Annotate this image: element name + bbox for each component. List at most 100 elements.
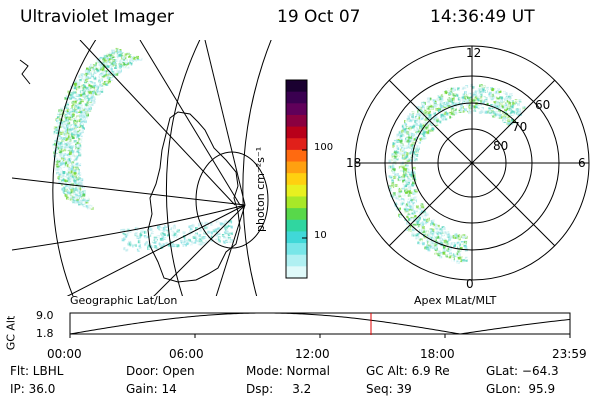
- aurora-pixel: [425, 113, 429, 117]
- aurora-pixel: [99, 66, 103, 70]
- aurora-pixel: [95, 62, 99, 66]
- aurora-pixel: [508, 98, 511, 102]
- aurora-pixel: [430, 223, 434, 226]
- aurora-pixel: [437, 249, 441, 253]
- aurora-pixel: [99, 78, 103, 82]
- aurora-pixel: [128, 242, 132, 246]
- aurora-pixel: [58, 137, 62, 140]
- aurora-pixel: [151, 239, 155, 243]
- aurora-pixel: [421, 214, 425, 218]
- aurora-pixel: [62, 182, 66, 185]
- latitude-circle: [195, 151, 269, 249]
- aurora-pixel: [101, 71, 105, 75]
- aurora-pixel: [504, 108, 507, 111]
- aurora-pixel: [440, 113, 444, 117]
- aurora-pixel: [415, 123, 419, 127]
- aurora-pixel: [455, 104, 459, 107]
- aurora-pixel: [402, 154, 406, 158]
- continent-coastline: [147, 111, 241, 283]
- aurora-pixel: [439, 255, 443, 259]
- aurora-pixel: [112, 63, 116, 67]
- aurora-pixel: [77, 177, 81, 181]
- aurora-pixel: [415, 236, 419, 240]
- aurora-pixel: [101, 59, 105, 63]
- aurora-pixel: [407, 193, 411, 197]
- dsp-status: Dsp: 3.2: [246, 382, 312, 396]
- aurora-pixel: [137, 244, 141, 248]
- aurora-pixel: [65, 119, 69, 123]
- aurora-pixel: [398, 207, 401, 211]
- aurora-pixel: [103, 54, 107, 58]
- aurora-pixel: [79, 107, 83, 111]
- aurora-pixel: [414, 189, 418, 193]
- aurora-pixel: [79, 199, 83, 203]
- aurora-pixel: [123, 237, 127, 241]
- altitude-curve: [69, 312, 570, 335]
- aurora-pixel: [90, 102, 94, 106]
- aurora-pixel: [85, 107, 89, 110]
- aurora-pixel: [431, 127, 435, 131]
- aurora-pixel: [453, 93, 457, 97]
- aurora-pixel: [69, 149, 73, 153]
- aurora-pixel: [67, 154, 71, 158]
- aurora-pixel: [80, 183, 84, 187]
- aurora-pixel: [504, 103, 508, 107]
- geographic-map-caption: Geographic Lat/Lon: [70, 294, 178, 307]
- aurora-pixel: [122, 54, 126, 58]
- aurora-pixel: [443, 115, 447, 119]
- aurora-pixel: [90, 206, 94, 210]
- aurora-pixel: [457, 237, 461, 241]
- aurora-pixel: [80, 130, 84, 134]
- aurora-pixel: [420, 203, 424, 207]
- colorbar-segment: [286, 103, 307, 116]
- aurora-pixel: [408, 176, 412, 180]
- aurora-pixel: [65, 95, 69, 99]
- aurora-pixel: [58, 180, 62, 184]
- aurora-pixel: [420, 137, 424, 141]
- aurora-pixel: [447, 102, 451, 105]
- aurora-pixel: [61, 187, 65, 191]
- aurora-pixel: [424, 246, 428, 250]
- aurora-pixel: [116, 69, 120, 73]
- aurora-pixel: [522, 107, 526, 111]
- aurora-pixel: [66, 100, 70, 104]
- aurora-pixel: [428, 117, 432, 121]
- aurora-pixel: [59, 126, 62, 130]
- aurora-pixel: [391, 153, 395, 157]
- aurora-pixel: [78, 194, 82, 198]
- aurora-pixel: [229, 225, 233, 229]
- aurora-pixel: [511, 100, 515, 104]
- aurora-pixel: [75, 80, 78, 84]
- aurora-pixel: [67, 90, 71, 94]
- aurora-pixel: [468, 99, 472, 103]
- aurora-pixel: [458, 109, 462, 113]
- aurora-pixel: [406, 215, 410, 219]
- aurora-pixel: [444, 241, 448, 245]
- aurora-pixel: [426, 131, 429, 135]
- aurora-pixel: [172, 226, 176, 230]
- colorbar-tick-100: 100: [314, 142, 334, 153]
- aurora-pixel: [69, 142, 73, 146]
- colorbar-segment: [286, 184, 307, 198]
- aurora-pixel: [446, 235, 450, 239]
- aurora-pixel: [66, 196, 69, 200]
- aurora-pixel: [400, 134, 404, 137]
- aurora-pixel: [425, 230, 429, 234]
- aurora-pixel: [74, 129, 78, 133]
- aurora-pixel: [203, 236, 207, 239]
- aurora-pixel: [422, 226, 425, 230]
- aurora-pixel: [97, 62, 101, 66]
- aurora-pixel: [79, 75, 83, 79]
- aurora-pixel: [449, 111, 452, 115]
- aurora-pixel: [172, 224, 176, 228]
- aurora-pixel: [59, 151, 63, 155]
- aurora-pixel: [174, 243, 178, 247]
- aurora-pixel: [92, 97, 96, 101]
- aurora-pixel: [72, 134, 76, 138]
- aurora-pixel: [115, 54, 119, 58]
- aurora-pixel: [414, 196, 418, 200]
- aurora-pixel: [78, 148, 82, 152]
- aurora-pixel: [392, 192, 396, 196]
- aurora-pixel: [449, 90, 453, 94]
- aurora-pixel: [215, 238, 218, 242]
